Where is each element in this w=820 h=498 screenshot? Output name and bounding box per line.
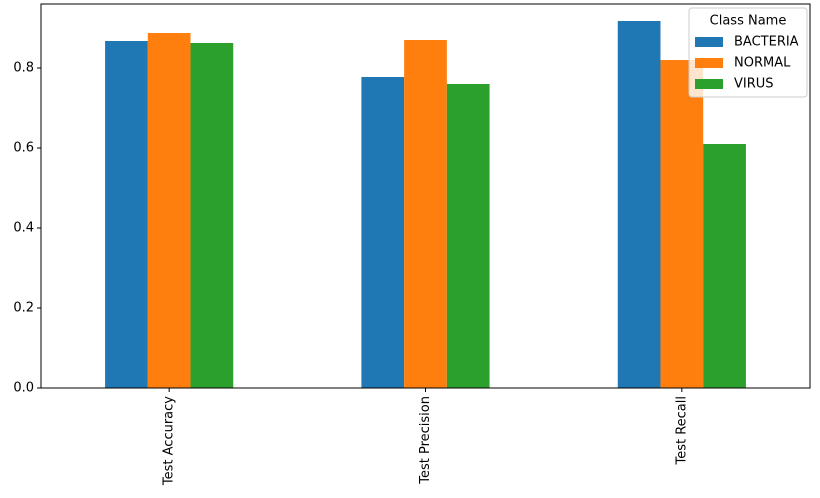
- bar: [617, 21, 661, 388]
- bar: [147, 33, 191, 388]
- bar: [404, 40, 447, 388]
- bar: [105, 41, 148, 388]
- y-tick-label: 0.2: [13, 301, 34, 316]
- legend-label: BACTERIA: [734, 35, 799, 50]
- y-tick-label: 0.4: [13, 221, 34, 236]
- y-tick-label: 0.0: [13, 381, 34, 396]
- legend-title: Class Name: [710, 14, 787, 29]
- bar: [190, 43, 234, 388]
- bar: [446, 84, 490, 388]
- legend: Class Name BACTERIA NORMAL VIRUS: [688, 7, 808, 98]
- x-tick-label: Test Precision: [418, 396, 433, 485]
- axes-frame: [40, 3, 811, 389]
- bar: [361, 77, 405, 388]
- legend-box: [688, 7, 808, 98]
- legend-label: NORMAL: [734, 56, 791, 71]
- x-tick-label: Test Accuracy: [162, 396, 177, 486]
- y-tick-label: 0.6: [13, 141, 34, 156]
- y-tick-label: 0.8: [13, 61, 34, 76]
- legend-swatch: [695, 79, 723, 89]
- bar: [703, 144, 746, 388]
- legend-swatch: [695, 37, 723, 47]
- legend-swatch: [695, 58, 723, 68]
- x-tick-label: Test Recall: [674, 396, 689, 466]
- legend-label: VIRUS: [734, 77, 774, 92]
- bar: [660, 60, 704, 388]
